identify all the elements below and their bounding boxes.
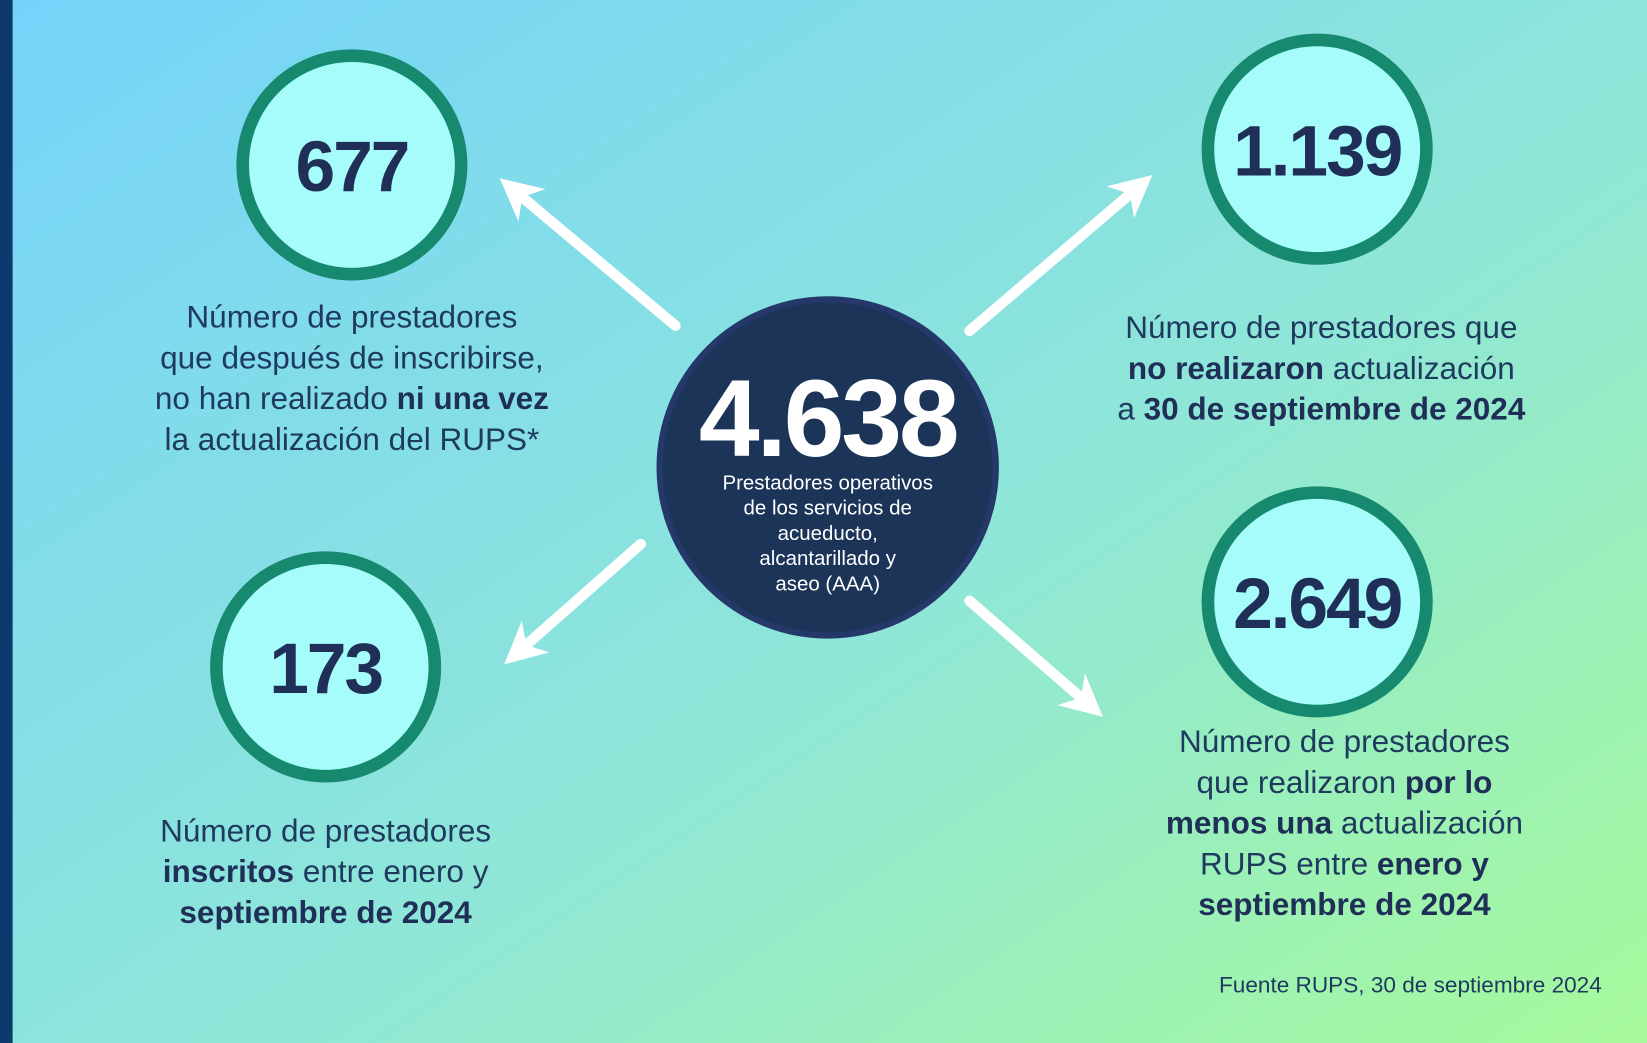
description-text: septiembre de 2024 xyxy=(1198,886,1491,922)
arrow xyxy=(499,178,681,331)
center-label: acueducto, xyxy=(778,522,878,545)
value: 173 xyxy=(269,629,382,709)
arrow xyxy=(964,595,1103,717)
center-label: alcantarillado y xyxy=(759,547,896,570)
description-line: la actualización del RUPS* xyxy=(165,421,540,457)
description-text: Número de prestadores xyxy=(1179,723,1510,759)
description-text: la actualización del RUPS* xyxy=(165,421,540,457)
description-line: que realizaron por lo xyxy=(1197,764,1493,800)
description-text: que después de inscribirse, xyxy=(160,339,543,375)
center-label: Prestadores operativos xyxy=(722,471,932,494)
description-text: menos una xyxy=(1166,805,1333,841)
description-line: Número de prestadores que xyxy=(1125,309,1517,345)
source: Fuente RUPS, 30 de septiembre 2024 xyxy=(1219,973,1602,998)
description-line: no realizaron actualización xyxy=(1128,350,1515,386)
description-line: Número de prestadores xyxy=(1179,723,1510,759)
description-line: no han realizado ni una vez xyxy=(155,380,549,416)
description-line: Número de prestadores xyxy=(160,812,491,848)
description-text: Número de prestadores xyxy=(186,299,517,335)
description-line: menos una actualización xyxy=(1166,805,1523,841)
description-text: a xyxy=(1117,391,1143,427)
description-line: septiembre de 2024 xyxy=(179,894,472,930)
description-line: que después de inscribirse, xyxy=(160,339,543,375)
description-line: a 30 de septiembre de 2024 xyxy=(1117,391,1525,427)
description-text: Número de prestadores xyxy=(160,812,491,848)
arrow xyxy=(964,175,1153,337)
description-line: inscritos entre enero y xyxy=(163,853,489,889)
description-line: septiembre de 2024 xyxy=(1198,886,1491,922)
description-line: RUPS entre enero y xyxy=(1200,845,1489,881)
description-text: que realizaron xyxy=(1197,764,1405,800)
description-text: enero y xyxy=(1377,845,1490,881)
arrows xyxy=(499,175,1153,717)
description-text: entre enero y xyxy=(294,853,489,889)
description-text: no han realizado xyxy=(155,380,397,416)
description-text: septiembre de 2024 xyxy=(179,894,472,930)
description-text: Número de prestadores que xyxy=(1125,309,1517,345)
value: 2.649 xyxy=(1233,564,1402,644)
center-label: de los servicios de xyxy=(744,497,912,520)
value: 677 xyxy=(295,127,408,207)
value-circle xyxy=(236,49,468,281)
description-line: Número de prestadores xyxy=(186,299,517,335)
value: 1.139 xyxy=(1233,111,1402,191)
description-text: no realizaron xyxy=(1128,350,1324,386)
center-value: 4.638 xyxy=(699,358,957,480)
value-circle xyxy=(1201,486,1433,718)
value-circle xyxy=(210,551,442,783)
description-text: actualización xyxy=(1332,805,1523,841)
arrow xyxy=(504,538,646,665)
center-label: aseo (AAA) xyxy=(775,572,880,595)
description-text: por lo xyxy=(1405,764,1493,800)
value-circle xyxy=(1201,33,1433,265)
description-text: inscritos xyxy=(163,853,294,889)
center-circle xyxy=(656,296,999,639)
description-text: 30 de septiembre de 2024 xyxy=(1144,391,1526,427)
description-text: ni una vez xyxy=(397,380,549,416)
description-text: RUPS entre xyxy=(1200,845,1377,881)
description-text: actualización xyxy=(1324,350,1515,386)
